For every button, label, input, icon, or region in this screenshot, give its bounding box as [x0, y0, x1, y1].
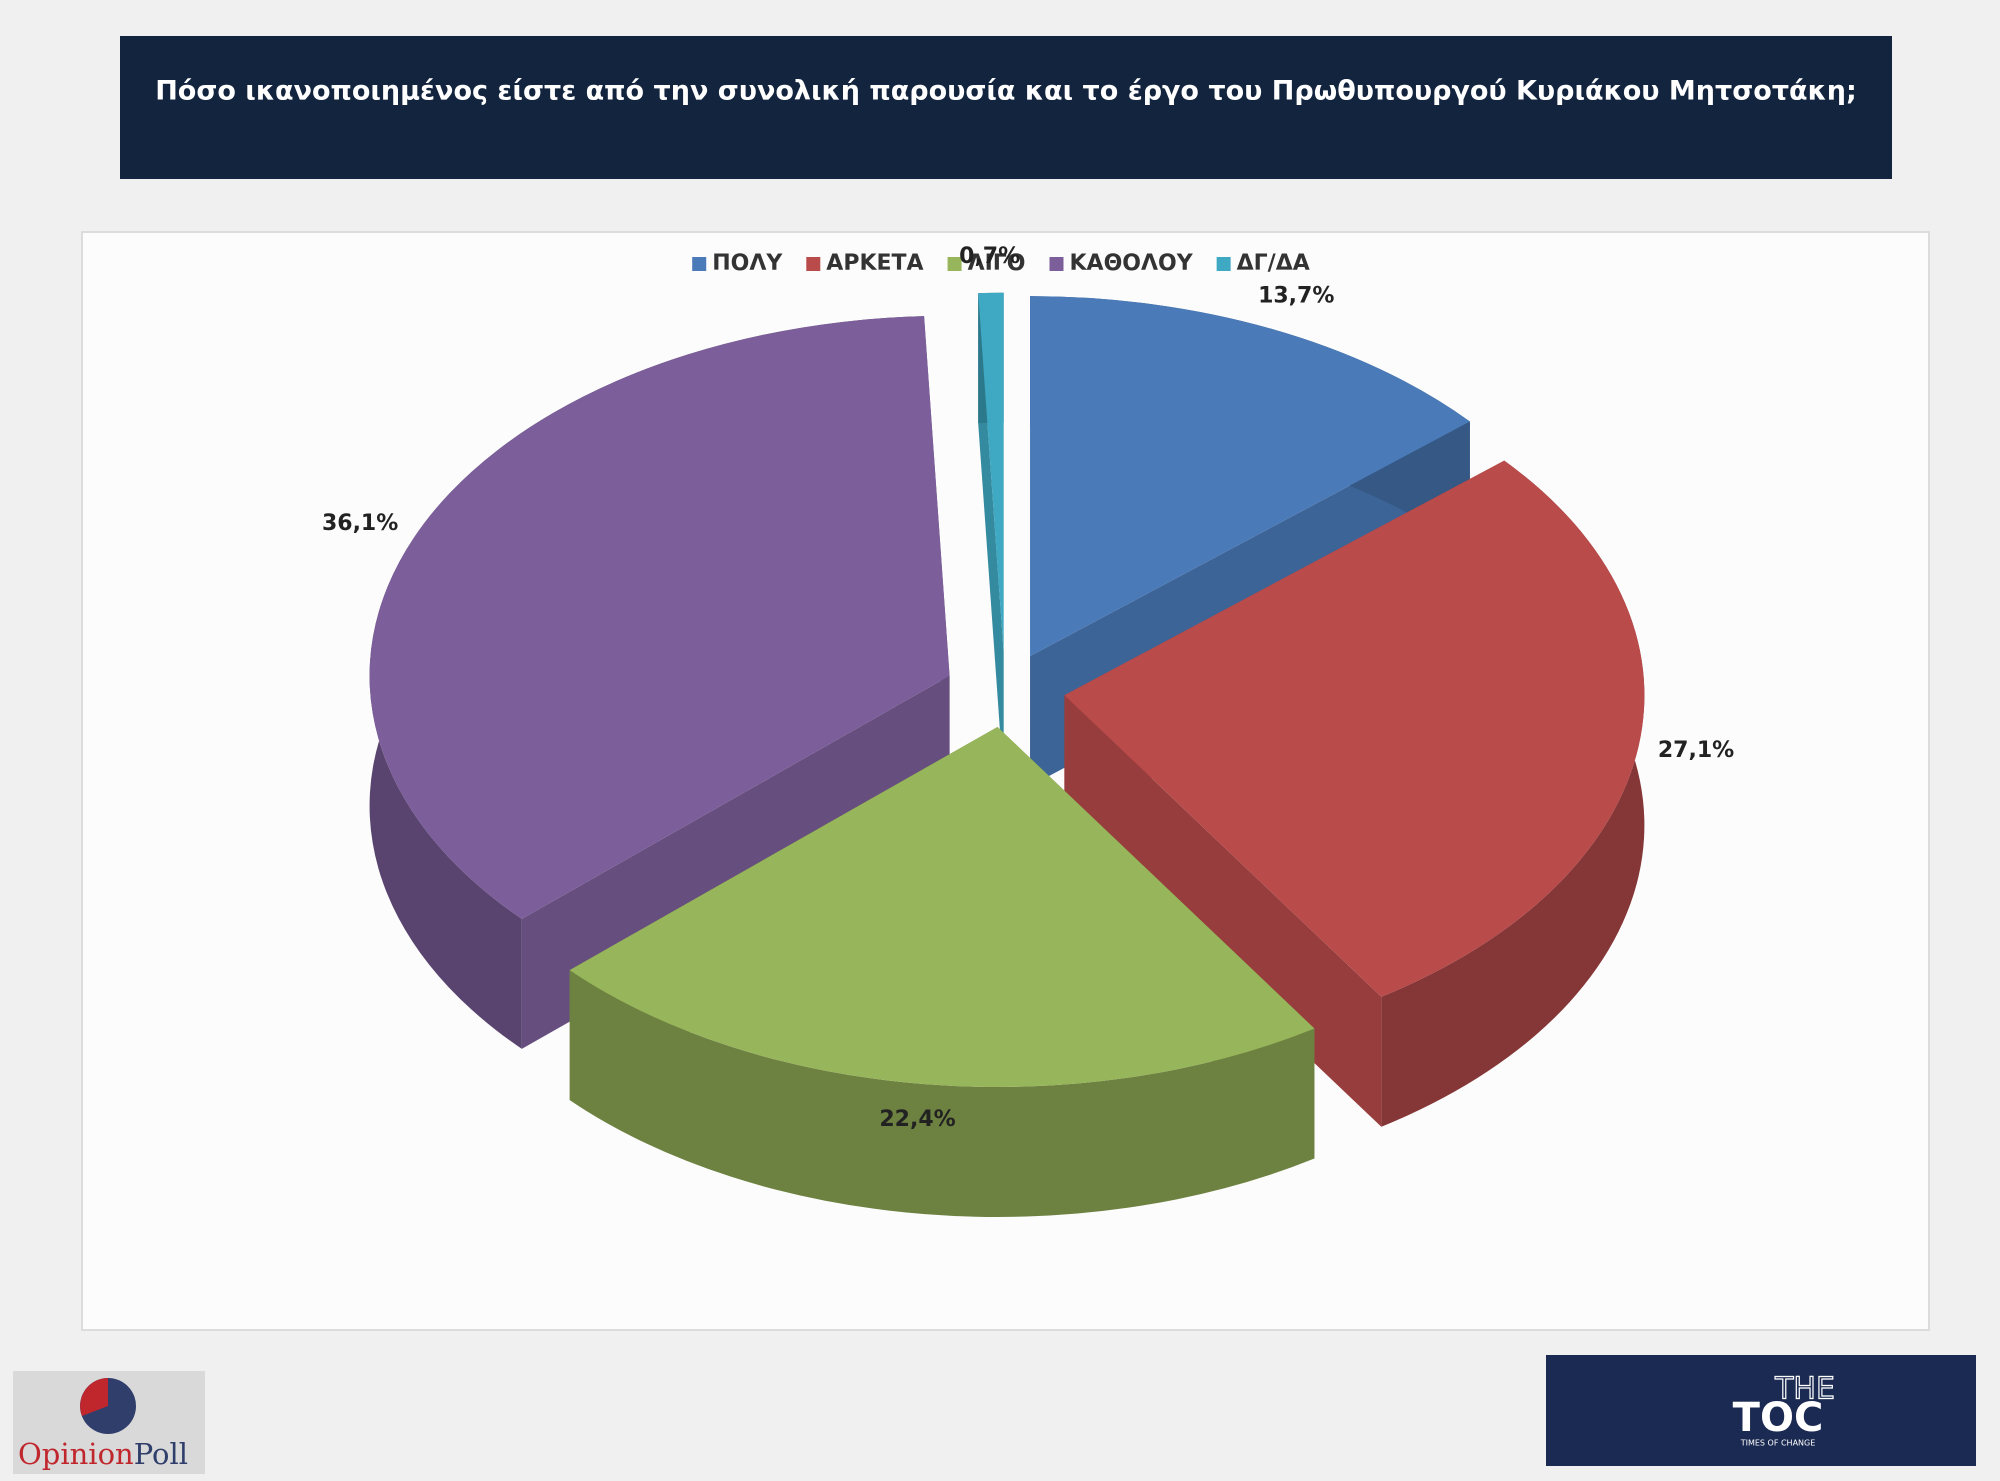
legend-label: ΠΟΛΥ — [712, 251, 783, 276]
slice-top — [369, 316, 950, 919]
value-label: 36,1% — [322, 511, 398, 536]
legend-item: ΔΓ/ΔΑ — [1216, 251, 1310, 276]
legend-item: ΑΡΚΕΤΑ — [806, 251, 924, 276]
legend-swatch — [806, 257, 821, 271]
slice — [569, 726, 1315, 1217]
legend-swatch — [1049, 257, 1064, 271]
value-label: 13,7% — [1258, 283, 1334, 308]
legend-swatch — [1216, 257, 1231, 271]
legend: ΠΟΛΥ ΑΡΚΕΤΑ ΛΙΓΟ ΚΑΘΟΛΟΥ ΔΓ/ΔΑ — [692, 251, 1310, 276]
slice-top — [569, 726, 1315, 1087]
right-logo-main: TOC — [1733, 1395, 1824, 1441]
slice-wall — [569, 970, 1315, 1217]
slice-top — [978, 292, 1004, 653]
slice — [978, 292, 1004, 783]
slice-top — [1030, 296, 1470, 657]
legend-label: ΑΡΚΕΤΑ — [826, 251, 923, 276]
value-labels: 13,7% 27,1% 22,4% 36,1% 0,7% — [322, 244, 1734, 1132]
logo-word: Opinion — [18, 1437, 134, 1471]
legend-label: ΔΓ/ΔΑ — [1237, 251, 1310, 276]
right-logo-small: THE — [1774, 1372, 1835, 1407]
legend-swatch — [947, 257, 962, 271]
chart-title: Πόσο ικανοποιημένος είστε από την συνολι… — [155, 76, 1857, 107]
legend-item: ΚΑΘΟΛΟΥ — [1049, 251, 1194, 276]
left-logo-text: OpinionPoll — [18, 1437, 188, 1471]
legend-label: ΛΙΓΟ — [968, 251, 1026, 276]
value-label: 22,4% — [879, 1107, 955, 1132]
legend-item: ΛΙΓΟ — [947, 251, 1026, 276]
slice-top — [1064, 460, 1645, 997]
legend-item: ΠΟΛΥ — [692, 251, 783, 276]
value-label: 0,7% — [959, 244, 1020, 269]
title-bar — [120, 36, 1892, 179]
right-logo-box — [1546, 1355, 1976, 1466]
value-label: 27,1% — [1658, 738, 1734, 763]
pie — [369, 292, 1645, 1217]
logo-icon-part — [80, 1378, 108, 1416]
legend-label: ΚΑΘΟΛΟΥ — [1070, 251, 1194, 276]
right-logo-sub: TIMES OF CHANGE — [1740, 1439, 1816, 1448]
logo-word: Poll — [134, 1437, 188, 1471]
legend-swatch — [692, 257, 707, 271]
